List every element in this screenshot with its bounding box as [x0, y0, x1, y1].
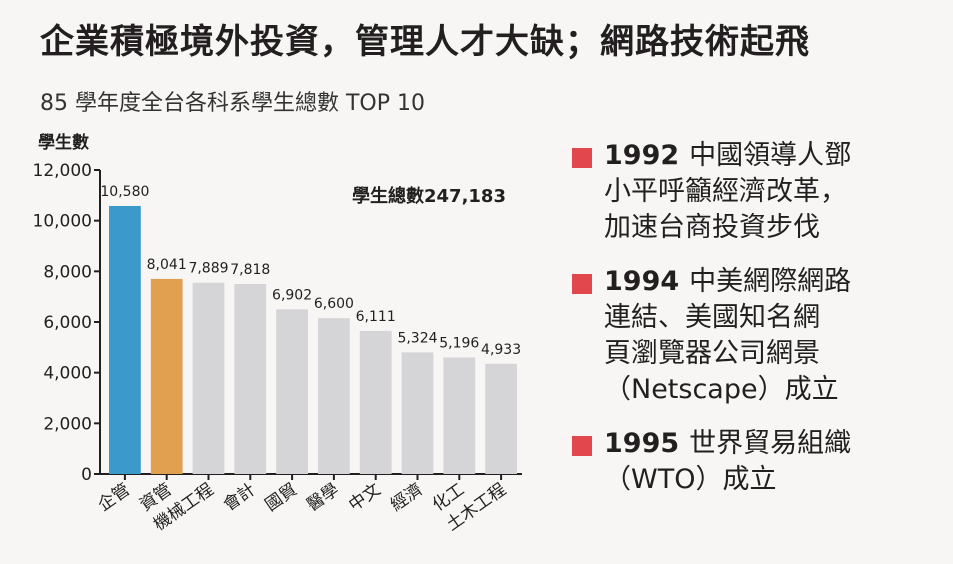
note-text: 世界貿易組織: [689, 428, 852, 459]
x-tick-label: 國貿: [262, 480, 301, 516]
bar: [359, 330, 392, 474]
bar: [401, 352, 434, 474]
bar: [192, 282, 225, 474]
x-tick-label: 醫學: [303, 480, 342, 516]
bar-value-label: 8,041: [147, 257, 187, 273]
page-title: 企業積極境外投資，管理人才大缺；網路技術起飛: [40, 22, 810, 62]
x-tick-label: 中文: [345, 480, 384, 516]
bar-value-label: 6,902: [272, 287, 312, 303]
y-tick-label: 12,000: [33, 161, 92, 181]
red-square-icon: [572, 148, 592, 168]
y-tick-label: 8,000: [43, 262, 92, 282]
bar-chart: 學生數 學生總數247,183 0 2,000 4,000 6,000 8,000 10,…: [33, 132, 522, 535]
timeline-notes: 1992 中國領導人鄧 小平呼籲經濟改革， 加速台商投資步伐 1994 中美網際網路…: [572, 138, 942, 516]
total-label: 學生總數247,183: [352, 185, 506, 207]
bar-value-label: 6,600: [314, 296, 354, 312]
y-axis-label: 學生數: [38, 132, 89, 153]
note-year: 1992: [604, 140, 680, 171]
bar-value-label: 7,818: [230, 262, 270, 278]
bar-value-label: 6,111: [356, 309, 396, 325]
plot-area: 0 2,000 4,000 6,000 8,000 10,000 12,000 10,580 企…: [33, 161, 522, 535]
note-text: 頁瀏覽器公司網景: [604, 338, 820, 369]
note-1992: 1992 中國領導人鄧 小平呼籲經濟改革， 加速台商投資步伐: [572, 138, 942, 246]
note-text: 中美網際網路: [689, 266, 852, 297]
red-square-icon: [572, 436, 592, 456]
bar-value-label: 5,324: [397, 330, 437, 346]
bar: [109, 205, 141, 474]
bar: [485, 363, 517, 474]
note-1995: 1995 世界貿易組織 （WTO）成立: [572, 426, 942, 498]
x-tick-label: 經濟: [387, 480, 426, 516]
x-tick-label: 企管: [94, 480, 133, 516]
y-tick-label: 6,000: [43, 313, 92, 333]
note-year: 1995: [604, 428, 680, 459]
bar: [150, 278, 183, 474]
bar: [276, 309, 308, 474]
y-tick-label: 2,000: [43, 414, 92, 434]
note-year: 1994: [604, 266, 680, 297]
note-text: （WTO）成立: [604, 464, 777, 495]
bar-value-label: 4,933: [481, 342, 521, 358]
x-tick-label: 會計: [220, 480, 259, 516]
note-text: 中國領導人鄧: [689, 140, 852, 171]
note-text: 連結、美國知名網: [604, 302, 820, 333]
bar: [234, 284, 267, 474]
note-text: （Netscape）成立: [604, 374, 839, 405]
red-square-icon: [572, 274, 592, 294]
bar-value-label: 5,196: [439, 335, 479, 351]
note-1994: 1994 中美網際網路 連結、美國知名網 頁瀏覽器公司網景 （Netscape）成…: [572, 264, 942, 408]
chart-subtitle: 85 學年度全台各科系學生總數 TOP 10: [40, 91, 425, 116]
bar: [318, 318, 350, 474]
bar: [443, 357, 476, 474]
y-tick-label: 10,000: [33, 212, 92, 232]
y-tick-label: 4,000: [43, 364, 92, 384]
note-text: 小平呼籲經濟改革，: [604, 176, 847, 207]
y-tick-label: 0: [81, 465, 92, 485]
note-text: 加速台商投資步伐: [604, 212, 820, 243]
bar-value-label: 7,889: [188, 261, 228, 277]
bar-value-label: 10,580: [100, 184, 149, 200]
